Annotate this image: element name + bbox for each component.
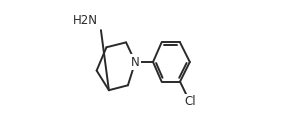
Text: N: N [131,56,140,68]
Text: Cl: Cl [184,95,196,108]
Text: H2N: H2N [73,14,98,27]
